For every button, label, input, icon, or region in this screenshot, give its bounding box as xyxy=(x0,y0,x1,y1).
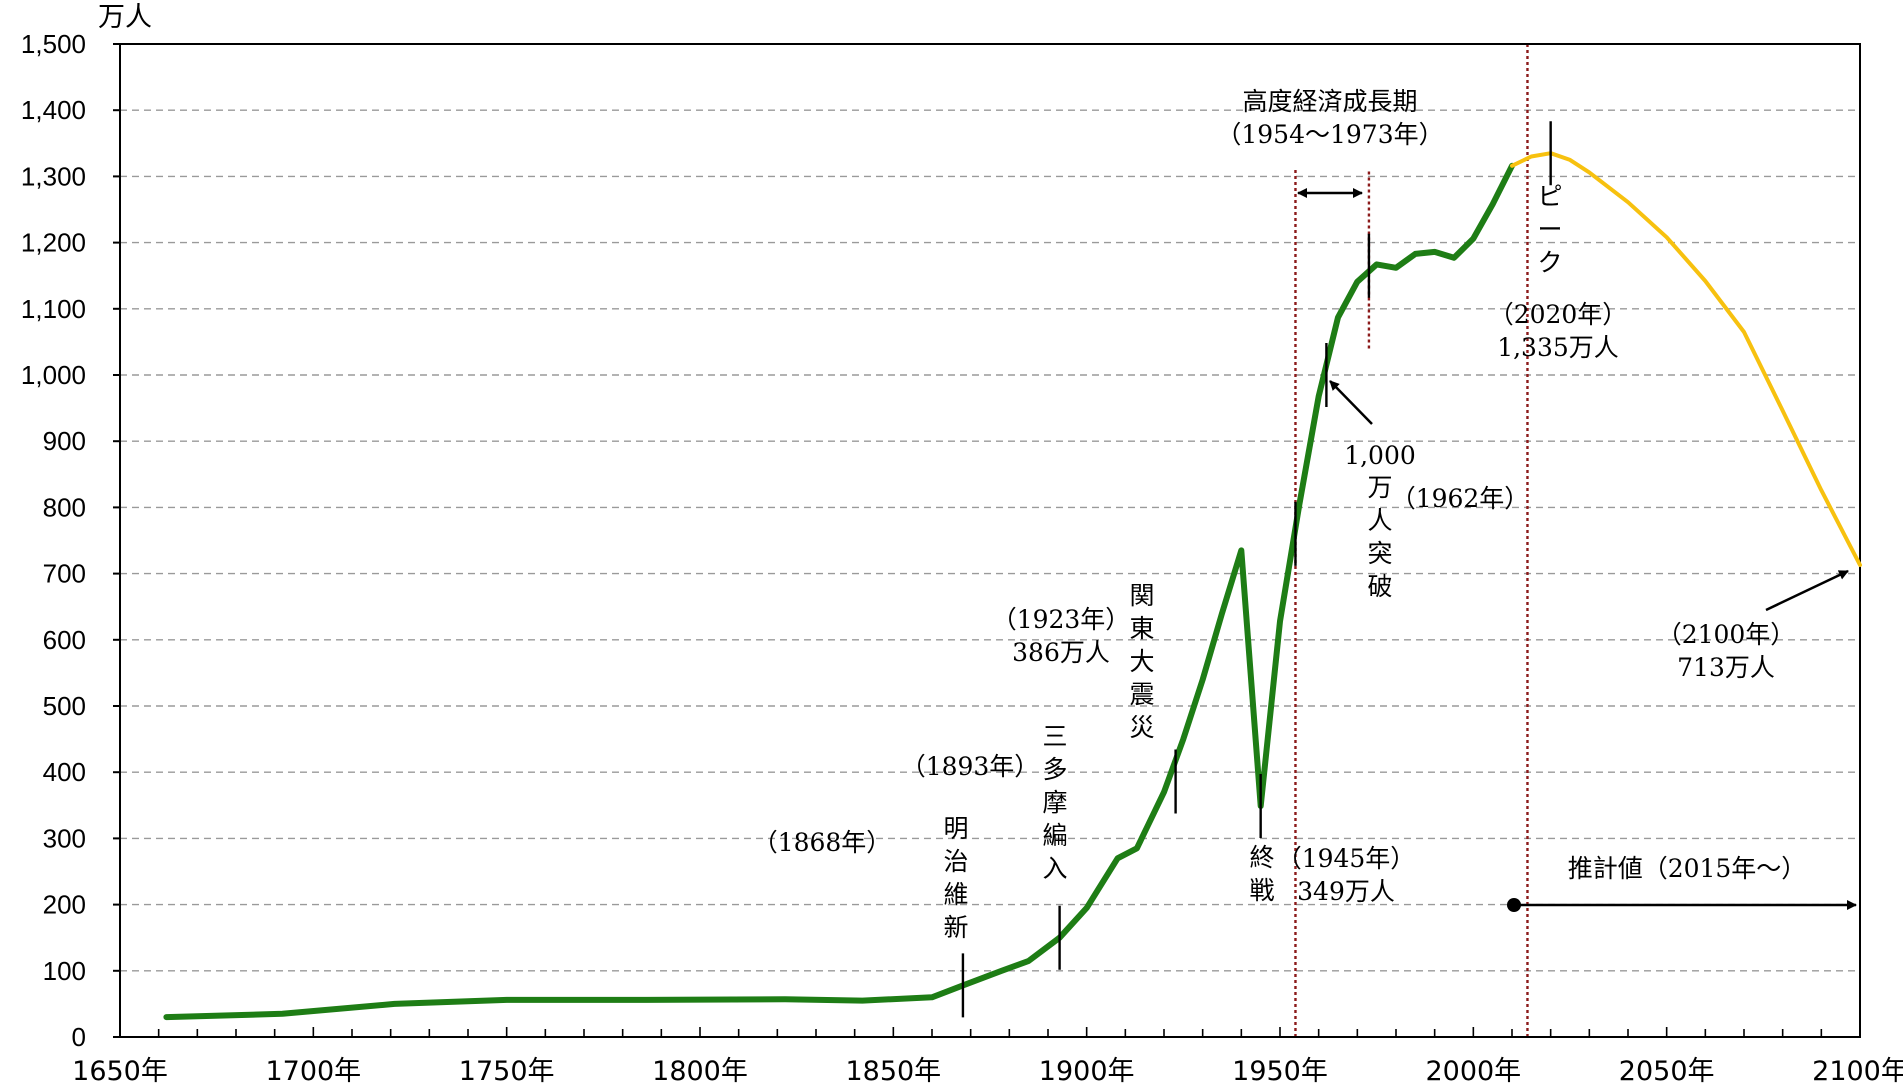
vertical-char: 震 xyxy=(1129,680,1154,709)
vertical-char: 摩 xyxy=(1042,788,1067,817)
x-tick-label: 1850年 xyxy=(845,1056,941,1087)
tenmillion-number: 1,000 xyxy=(1344,441,1416,470)
plot-frame xyxy=(119,43,1861,1038)
y-tick-label: 800 xyxy=(43,492,86,522)
peak-year-label: （2020年） xyxy=(1489,300,1628,329)
x-minor-ticks xyxy=(119,1027,1861,1037)
y-tick-label: 300 xyxy=(43,823,86,853)
x-tick-label: 2050年 xyxy=(1619,1056,1715,1087)
y-tick-label: 0 xyxy=(72,1022,86,1052)
vertical-char: 戦 xyxy=(1249,876,1274,905)
end-value-arrow xyxy=(1765,569,1849,612)
meiji-year-label: （1868年） xyxy=(753,828,892,857)
x-tick-label: 1800年 xyxy=(652,1056,748,1087)
y-tick-label: 1,200 xyxy=(21,228,86,258)
y-tick-label: 1,400 xyxy=(21,95,86,125)
x-tick-labels: 1650年 1700年 1750年 1800年 1850年 1900年 1950年 2000年… xyxy=(72,1056,1903,1087)
vertical-char: 突 xyxy=(1367,539,1392,568)
vertical-char: 万 xyxy=(1367,473,1392,502)
vertical-char: ク xyxy=(1537,248,1562,277)
grid-lines xyxy=(120,109,1860,972)
vertical-char: 維 xyxy=(943,880,968,909)
projection-series-line xyxy=(1510,151,1862,567)
historical-series-line xyxy=(163,162,1515,1021)
vertical-char: 編 xyxy=(1042,821,1067,850)
y-tick-label: 1,000 xyxy=(21,360,86,390)
end-value-label: 713万人 xyxy=(1677,653,1775,682)
reference-lines xyxy=(1294,44,1529,1037)
y-tick-label: 700 xyxy=(43,559,86,589)
x-tick-label: 2000年 xyxy=(1425,1056,1521,1087)
vertical-char: 人 xyxy=(1367,506,1392,535)
x-tick-label: 1900年 xyxy=(1039,1056,1135,1087)
vertical-char: 明 xyxy=(943,814,968,843)
y-tick-label: 600 xyxy=(43,625,86,655)
event-ticks xyxy=(961,121,1552,1018)
growth-title: 高度経済成長期 xyxy=(1242,87,1417,116)
series-lines xyxy=(163,151,1862,1021)
x-tick-label: 1750年 xyxy=(459,1056,555,1087)
vertical-char: 東 xyxy=(1129,614,1154,643)
x-tick-label: 1700年 xyxy=(265,1056,361,1087)
x-tick-label: 1650年 xyxy=(72,1056,168,1087)
y-unit-label: 万人 xyxy=(98,2,152,33)
quake-year-label: （1923年） xyxy=(992,605,1131,634)
vertical-char: 新 xyxy=(943,913,968,942)
y-tick-label: 100 xyxy=(43,956,86,986)
vertical-char: 関 xyxy=(1129,581,1154,610)
vertical-char: 多 xyxy=(1042,755,1067,784)
y-tick-label: 1,100 xyxy=(21,294,86,324)
vertical-char: 三 xyxy=(1042,722,1067,751)
peak-value-label: 1,335万人 xyxy=(1497,333,1619,362)
x-tick-label: 1950年 xyxy=(1232,1056,1328,1087)
war-vertical-label: 終戦 xyxy=(1249,843,1274,905)
vertical-char: 入 xyxy=(1042,854,1067,883)
x-tick-label: 2100年 xyxy=(1812,1056,1903,1087)
vertical-char: 治 xyxy=(943,847,968,876)
vertical-char: 終 xyxy=(1249,843,1274,872)
y-tick-label: 1,500 xyxy=(21,29,86,59)
vertical-char: 破 xyxy=(1367,572,1392,601)
y-tick-label: 500 xyxy=(43,691,86,721)
tenmillion-year-label: （1962年） xyxy=(1391,484,1530,513)
war-value-label: 349万人 xyxy=(1297,877,1395,906)
vertical-char: ピ xyxy=(1537,182,1562,211)
y-tick-label: 900 xyxy=(43,426,86,456)
y-tick-label: 200 xyxy=(43,890,86,920)
tenmillion-arrow xyxy=(1329,380,1373,425)
tama-year-label: （1893年） xyxy=(901,752,1040,781)
war-year-label: （1945年） xyxy=(1277,844,1416,873)
vertical-char: ー xyxy=(1537,215,1562,244)
y-tick-label: 400 xyxy=(43,757,86,787)
growth-range: （1954～1973年） xyxy=(1216,120,1443,149)
vertical-char: 大 xyxy=(1129,647,1154,676)
end-year-label: （2100年） xyxy=(1657,620,1796,649)
y-tick-labels: 0 100 200 300 400 500 600 700 800 900 1,000 1,100 1,… xyxy=(21,29,120,1052)
quake-value-label: 386万人 xyxy=(1012,638,1110,667)
projection-label: 推計値（2015年～） xyxy=(1568,854,1807,883)
y-tick-label: 1,300 xyxy=(21,161,86,191)
vertical-char: 災 xyxy=(1129,713,1154,742)
peak-vertical-label: ピーク xyxy=(1537,182,1562,277)
